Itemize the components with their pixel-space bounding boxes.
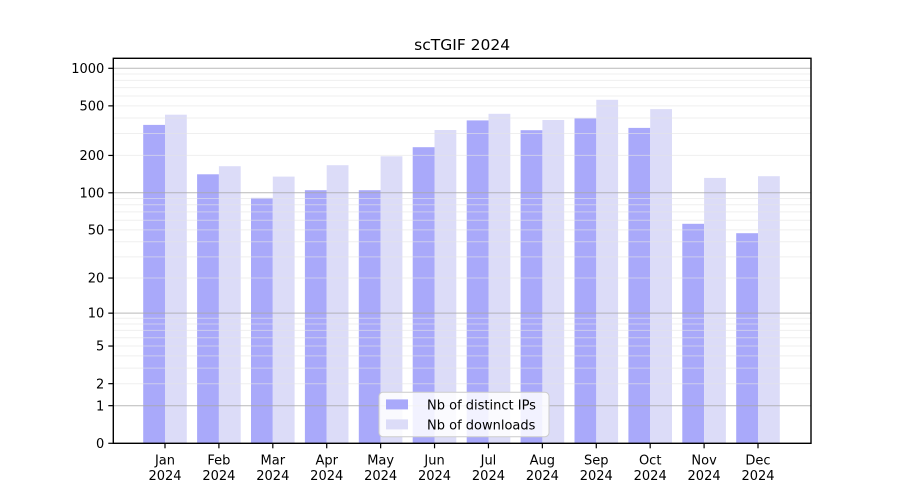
bar-oct-downloads: [650, 109, 672, 444]
bar-sep-downloads: [596, 99, 619, 444]
y-tick-label-1000: 1000: [71, 62, 104, 77]
bar-jun-downloads: [434, 130, 457, 444]
legend-swatch-distinct-ips: [386, 399, 408, 410]
bar-nov-distinct-ips: [682, 223, 705, 444]
y-tick-label-1: 1: [96, 399, 104, 414]
x-label-year-may: 2024: [364, 469, 397, 484]
x-label-month-oct: Oct: [639, 454, 661, 469]
bar-apr-downloads: [326, 165, 349, 444]
x-label-month-nov: Nov: [691, 454, 717, 469]
x-label-year-dec: 2024: [741, 469, 774, 484]
bar-jan-downloads: [165, 114, 187, 444]
bar-may-distinct-ips: [358, 190, 381, 444]
bar-aug-downloads: [542, 120, 565, 444]
y-tick-label-2: 2: [96, 377, 104, 392]
y-tick-label-50: 50: [88, 223, 105, 238]
x-axis: Jan2024Feb2024Mar2024Apr2024May2024Jun20…: [148, 443, 775, 484]
x-label-year-mar: 2024: [256, 469, 289, 484]
x-label-year-jul: 2024: [472, 469, 505, 484]
x-label-month-may: May: [367, 454, 394, 469]
x-label-month-jul: Jul: [480, 454, 497, 469]
x-label-year-sep: 2024: [580, 469, 613, 484]
bar-mar-downloads: [272, 176, 295, 444]
x-label-year-jun: 2024: [418, 469, 451, 484]
bar-jun-distinct-ips: [412, 147, 435, 444]
y-tick-label-200: 200: [79, 149, 104, 164]
x-label-year-apr: 2024: [310, 469, 343, 484]
bar-feb-distinct-ips: [197, 174, 219, 444]
legend-swatch-downloads: [386, 419, 408, 430]
x-label-year-oct: 2024: [634, 469, 667, 484]
bar-aug-distinct-ips: [520, 130, 543, 444]
gridlines: [113, 67, 811, 407]
y-tick-label-20: 20: [88, 272, 105, 287]
x-label-year-aug: 2024: [526, 469, 559, 484]
bar-oct-distinct-ips: [628, 127, 651, 444]
x-label-month-mar: Mar: [261, 454, 286, 469]
y-tick-label-10: 10: [88, 307, 105, 322]
x-label-month-apr: Apr: [315, 454, 338, 469]
x-label-month-jun: Jun: [423, 454, 444, 469]
legend: Nb of distinct IPs Nb of downloads: [378, 391, 550, 438]
x-label-month-dec: Dec: [745, 454, 770, 469]
bar-nov-downloads: [704, 177, 726, 444]
bar-dec-downloads: [758, 176, 780, 444]
bar-mar-distinct-ips: [251, 197, 273, 444]
x-label-month-sep: Sep: [584, 454, 609, 469]
x-label-month-feb: Feb: [207, 454, 230, 469]
legend-label-downloads: Nb of downloads: [427, 418, 536, 433]
legend-box: [378, 391, 550, 438]
bar-apr-distinct-ips: [304, 190, 327, 444]
chart-title: scTGIF 2024: [414, 36, 510, 54]
plot-border: [112, 57, 812, 444]
x-label-year-feb: 2024: [202, 469, 235, 484]
x-label-month-jan: Jan: [154, 454, 175, 469]
x-label-year-nov: 2024: [688, 469, 721, 484]
y-tick-label-5: 5: [96, 340, 104, 355]
bar-dec-distinct-ips: [736, 233, 758, 444]
bar-may-downloads: [380, 156, 403, 444]
y-tick-label-100: 100: [79, 186, 104, 201]
bar-feb-downloads: [218, 166, 241, 444]
x-label-month-aug: Aug: [530, 454, 555, 469]
bar-jul-distinct-ips: [466, 120, 489, 444]
y-tick-label-0: 0: [96, 437, 104, 452]
bar-jul-downloads: [488, 113, 511, 444]
bar-sep-distinct-ips: [574, 118, 597, 444]
bar-jan-distinct-ips: [143, 124, 165, 444]
y-tick-label-500: 500: [79, 99, 104, 114]
x-label-year-jan: 2024: [148, 469, 181, 484]
legend-label-distinct-ips: Nb of distinct IPs: [427, 398, 536, 413]
